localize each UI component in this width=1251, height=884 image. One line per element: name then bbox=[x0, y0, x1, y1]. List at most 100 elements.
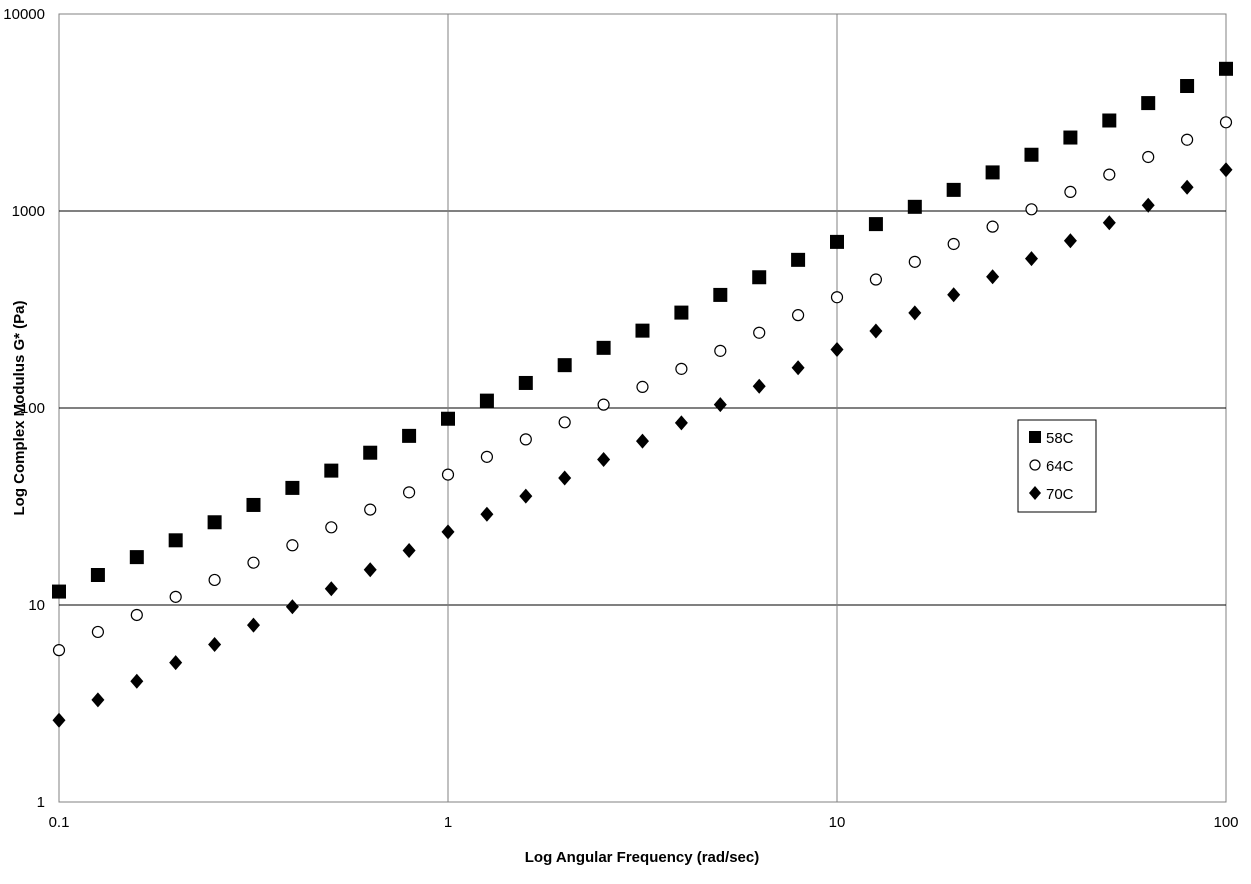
point-58C bbox=[402, 428, 417, 443]
point-58C bbox=[207, 515, 222, 530]
point-58C bbox=[441, 411, 455, 426]
point-58C bbox=[479, 393, 494, 408]
point-64C bbox=[947, 237, 960, 251]
point-58C bbox=[1219, 61, 1233, 76]
point-64C bbox=[791, 309, 805, 322]
point-64C bbox=[169, 590, 182, 603]
point-70C bbox=[1024, 251, 1038, 267]
point-58C bbox=[129, 550, 144, 565]
point-64C bbox=[869, 273, 883, 286]
point-64C bbox=[441, 468, 455, 481]
point-64C bbox=[519, 433, 532, 446]
point-64C bbox=[753, 326, 766, 339]
point-64C bbox=[1219, 116, 1233, 129]
point-70C bbox=[830, 342, 844, 358]
point-64C bbox=[130, 608, 143, 622]
point-64C bbox=[714, 344, 727, 357]
y-tick-label: 100 bbox=[20, 400, 45, 417]
point-70C bbox=[208, 637, 222, 653]
point-58C bbox=[791, 252, 806, 267]
point-70C bbox=[285, 599, 299, 615]
point-58C bbox=[246, 497, 261, 512]
x-tick-label: 100 bbox=[1213, 814, 1238, 831]
legend-marker-58C bbox=[1029, 431, 1041, 443]
series-70C bbox=[52, 162, 1233, 728]
point-58C bbox=[52, 584, 66, 599]
point-64C bbox=[325, 521, 338, 534]
point-64C bbox=[208, 573, 221, 587]
point-70C bbox=[1180, 179, 1194, 195]
point-58C bbox=[363, 445, 378, 460]
y-axis-title: Log Complex Modulus G* (Pa) bbox=[11, 300, 28, 515]
point-58C bbox=[1063, 130, 1078, 145]
point-58C bbox=[1180, 79, 1195, 94]
series-58C bbox=[52, 61, 1233, 599]
data-points bbox=[52, 61, 1233, 728]
point-58C bbox=[635, 323, 650, 338]
point-64C bbox=[1064, 185, 1077, 199]
point-64C bbox=[986, 220, 999, 233]
point-70C bbox=[169, 655, 183, 671]
point-64C bbox=[908, 255, 921, 268]
point-64C bbox=[597, 398, 610, 411]
x-tick-label: 10 bbox=[829, 814, 846, 831]
point-70C bbox=[908, 305, 922, 321]
point-70C bbox=[91, 692, 105, 708]
point-70C bbox=[1141, 197, 1155, 213]
point-64C bbox=[364, 503, 377, 516]
legend: 58C 64C 70C bbox=[1017, 419, 1097, 513]
point-58C bbox=[324, 463, 339, 478]
point-70C bbox=[441, 524, 455, 540]
point-58C bbox=[752, 270, 767, 285]
point-64C bbox=[558, 416, 571, 429]
x-tick-label: 0.1 bbox=[49, 814, 70, 831]
point-64C bbox=[636, 380, 649, 393]
legend-label: 58C bbox=[1046, 430, 1074, 447]
point-70C bbox=[1219, 162, 1233, 178]
point-58C bbox=[985, 165, 1000, 180]
point-64C bbox=[402, 486, 416, 499]
point-70C bbox=[597, 451, 611, 467]
point-70C bbox=[674, 415, 688, 431]
point-58C bbox=[830, 234, 844, 249]
point-64C bbox=[830, 291, 844, 304]
y-tick-label: 1000 bbox=[12, 203, 45, 220]
point-58C bbox=[1102, 113, 1117, 128]
legend-label: 70C bbox=[1046, 486, 1074, 503]
y-tick-label: 10 bbox=[28, 597, 45, 614]
point-64C bbox=[247, 556, 260, 569]
point-58C bbox=[596, 340, 611, 355]
point-70C bbox=[52, 712, 66, 728]
point-70C bbox=[947, 287, 961, 303]
grid bbox=[59, 14, 1226, 802]
point-70C bbox=[869, 323, 883, 339]
point-58C bbox=[868, 217, 883, 232]
series-64C bbox=[52, 116, 1233, 657]
legend-marker-64C bbox=[1029, 459, 1041, 471]
point-70C bbox=[324, 581, 338, 597]
point-64C bbox=[1180, 133, 1194, 146]
point-70C bbox=[402, 543, 416, 559]
point-70C bbox=[752, 378, 766, 394]
point-64C bbox=[1025, 203, 1038, 216]
point-64C bbox=[1142, 150, 1155, 164]
point-70C bbox=[246, 617, 260, 633]
point-70C bbox=[635, 433, 649, 449]
y-tick-label: 1 bbox=[37, 794, 45, 811]
point-58C bbox=[168, 533, 183, 548]
point-64C bbox=[286, 539, 299, 552]
point-64C bbox=[480, 450, 494, 463]
point-70C bbox=[519, 488, 533, 504]
point-58C bbox=[557, 358, 572, 373]
point-70C bbox=[558, 470, 572, 486]
point-58C bbox=[1024, 147, 1039, 162]
point-64C bbox=[1103, 168, 1116, 181]
point-58C bbox=[1141, 96, 1156, 111]
point-70C bbox=[363, 562, 377, 578]
legend-marker-70C bbox=[1029, 486, 1041, 500]
point-58C bbox=[285, 480, 300, 495]
legend-label: 64C bbox=[1046, 458, 1074, 475]
point-70C bbox=[130, 673, 144, 689]
